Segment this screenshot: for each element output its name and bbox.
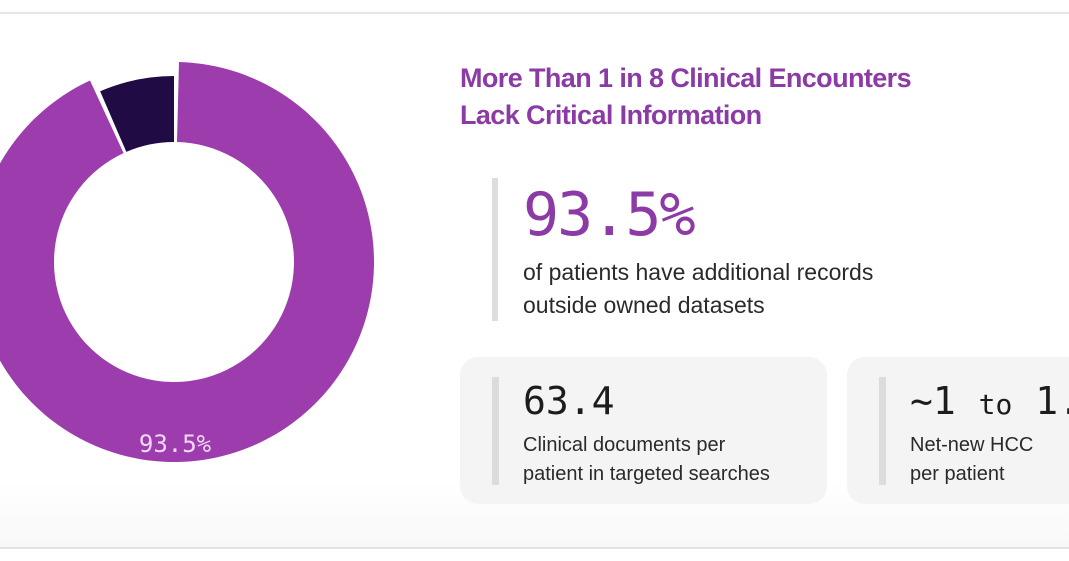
top-divider [0, 12, 1069, 14]
hero-description: of patients have additional records outs… [523, 256, 873, 322]
value-a: ~1 [910, 379, 956, 423]
donut-slice-2 [100, 76, 174, 152]
donut-chart: 93.5% [0, 62, 374, 462]
value-b: 1. [1035, 379, 1069, 423]
title-line: Lack Critical Information [460, 100, 762, 130]
card-desc-line: Clinical documents per [523, 434, 726, 456]
hero-value: 93.5% [523, 180, 696, 250]
value-to: to [978, 388, 1013, 421]
card-desc-line: Net-new HCC [910, 434, 1034, 456]
card-desc-line: patient in targeted searches [523, 463, 770, 485]
card-accent-bar [879, 377, 886, 485]
card-accent-bar [492, 377, 499, 485]
donut-slice-1 [0, 62, 374, 462]
stat-card-documents: 63.4 Clinical documents per patient in t… [460, 357, 827, 504]
card-description: Clinical documents per patient in target… [523, 431, 770, 489]
hero-desc-line: outside owned datasets [523, 292, 765, 318]
hero-desc-line: of patients have additional records [523, 259, 874, 285]
stat-card-hcc: ~1 to 1. Net-new HCC per patient [847, 357, 1069, 504]
card-description: Net-new HCC per patient [910, 431, 1033, 489]
card-desc-line: per patient [910, 463, 1005, 485]
hero-stat: 93.5% of patients have additional record… [492, 178, 873, 321]
slice-label: 93.5% [139, 430, 212, 458]
bottom-divider [0, 547, 1069, 549]
card-value: 63.4 [523, 379, 615, 423]
page-title: More Than 1 in 8 Clinical Encounters Lac… [460, 60, 912, 134]
title-line: More Than 1 in 8 Clinical Encounters [460, 63, 912, 93]
card-value: ~1 to 1. [910, 379, 1069, 423]
